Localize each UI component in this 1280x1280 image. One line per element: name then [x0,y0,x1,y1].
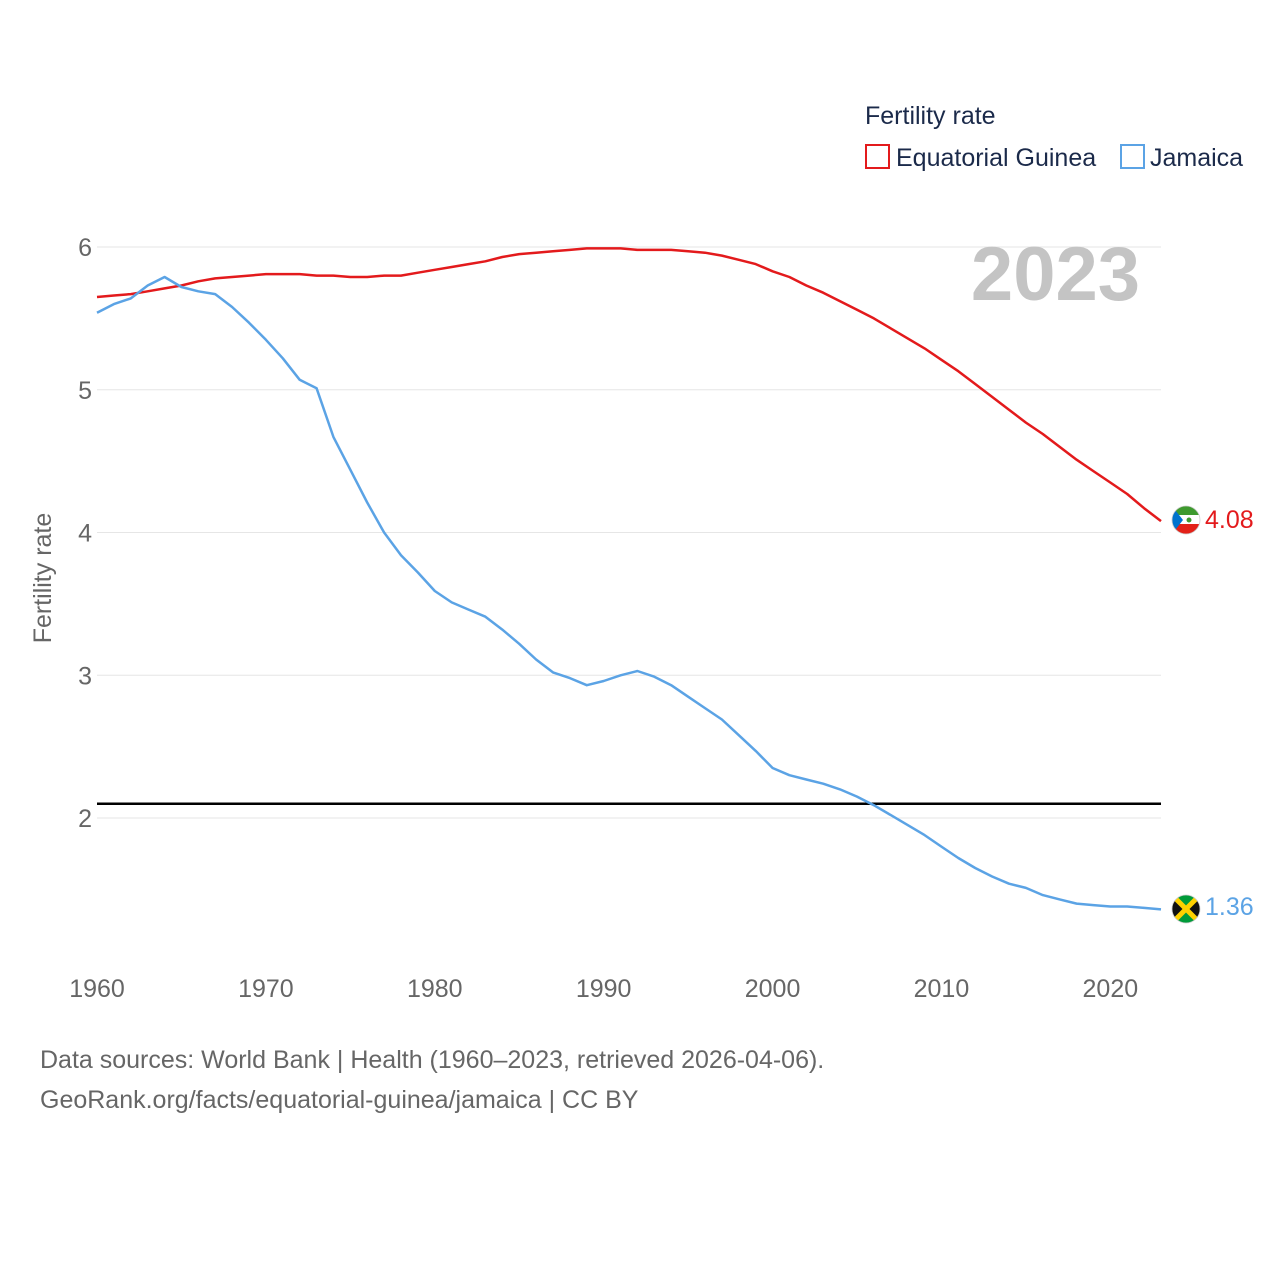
legend-title: Fertility rate [865,102,996,130]
x-tick-label: 1960 [69,975,125,1003]
equatorial-guinea-series-line [96,247,1162,523]
legend-label-equatorial-guinea: Equatorial Guinea [896,144,1096,172]
x-tick-label: 2000 [745,975,801,1003]
footer: Data sources: World Bank | Health (1960–… [40,1040,824,1120]
grid-lines [97,246,1161,819]
x-tick-label: 1970 [238,975,294,1003]
y-tick-label: 5 [78,377,92,405]
year-watermark: 2023 [971,232,1140,317]
legend-swatch-equatorial-guinea [865,144,890,169]
x-tick-label: 2020 [1083,975,1139,1003]
equatorial-guinea-end-label: 4.08 [1205,506,1254,534]
legend-label-jamaica: Jamaica [1150,144,1243,172]
y-axis-ticks: 2 3 4 5 6 [78,234,92,833]
jamaica-end-label: 1.36 [1205,893,1254,921]
jamaica-flag-icon [1172,895,1200,923]
x-tick-label: 1990 [576,975,632,1003]
x-tick-label: 2010 [914,975,970,1003]
x-tick-label: 1980 [407,975,463,1003]
jamaica-series-line [96,275,1162,911]
y-tick-label: 2 [78,805,92,833]
y-tick-label: 6 [78,234,92,262]
legend-swatch-jamaica [1120,144,1145,169]
data-sources-text: Data sources: World Bank | Health (1960–… [40,1046,825,1074]
y-tick-label: 3 [78,662,92,690]
legend: Fertility rate Equatorial Guinea Jamaica [865,102,1243,172]
y-tick-label: 4 [78,520,92,548]
source-url-text: GeoRank.org/facts/equatorial-guinea/jama… [40,1086,639,1114]
y-axis-label: Fertility rate [29,513,57,644]
x-axis-ticks: 1960 1970 1980 1990 2000 2010 2020 [69,975,1138,1003]
equatorial-guinea-flag-icon [1172,506,1200,534]
